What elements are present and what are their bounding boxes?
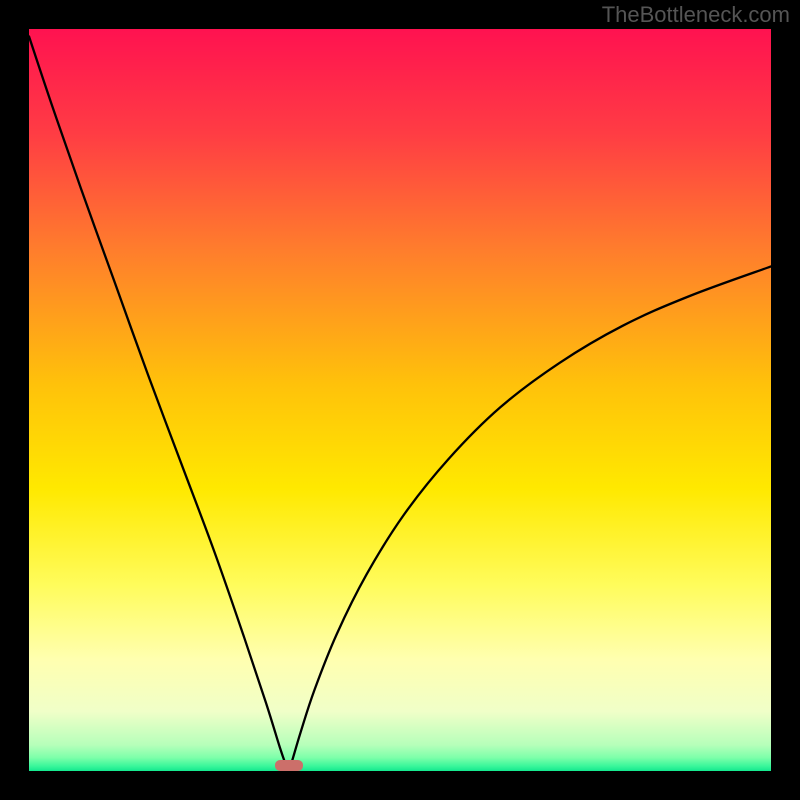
bottleneck-gradient — [29, 29, 771, 771]
watermark-text: TheBottleneck.com — [602, 2, 790, 28]
plot-area — [29, 29, 771, 771]
optimum-marker — [275, 760, 303, 771]
chart-container: TheBottleneck.com — [0, 0, 800, 800]
